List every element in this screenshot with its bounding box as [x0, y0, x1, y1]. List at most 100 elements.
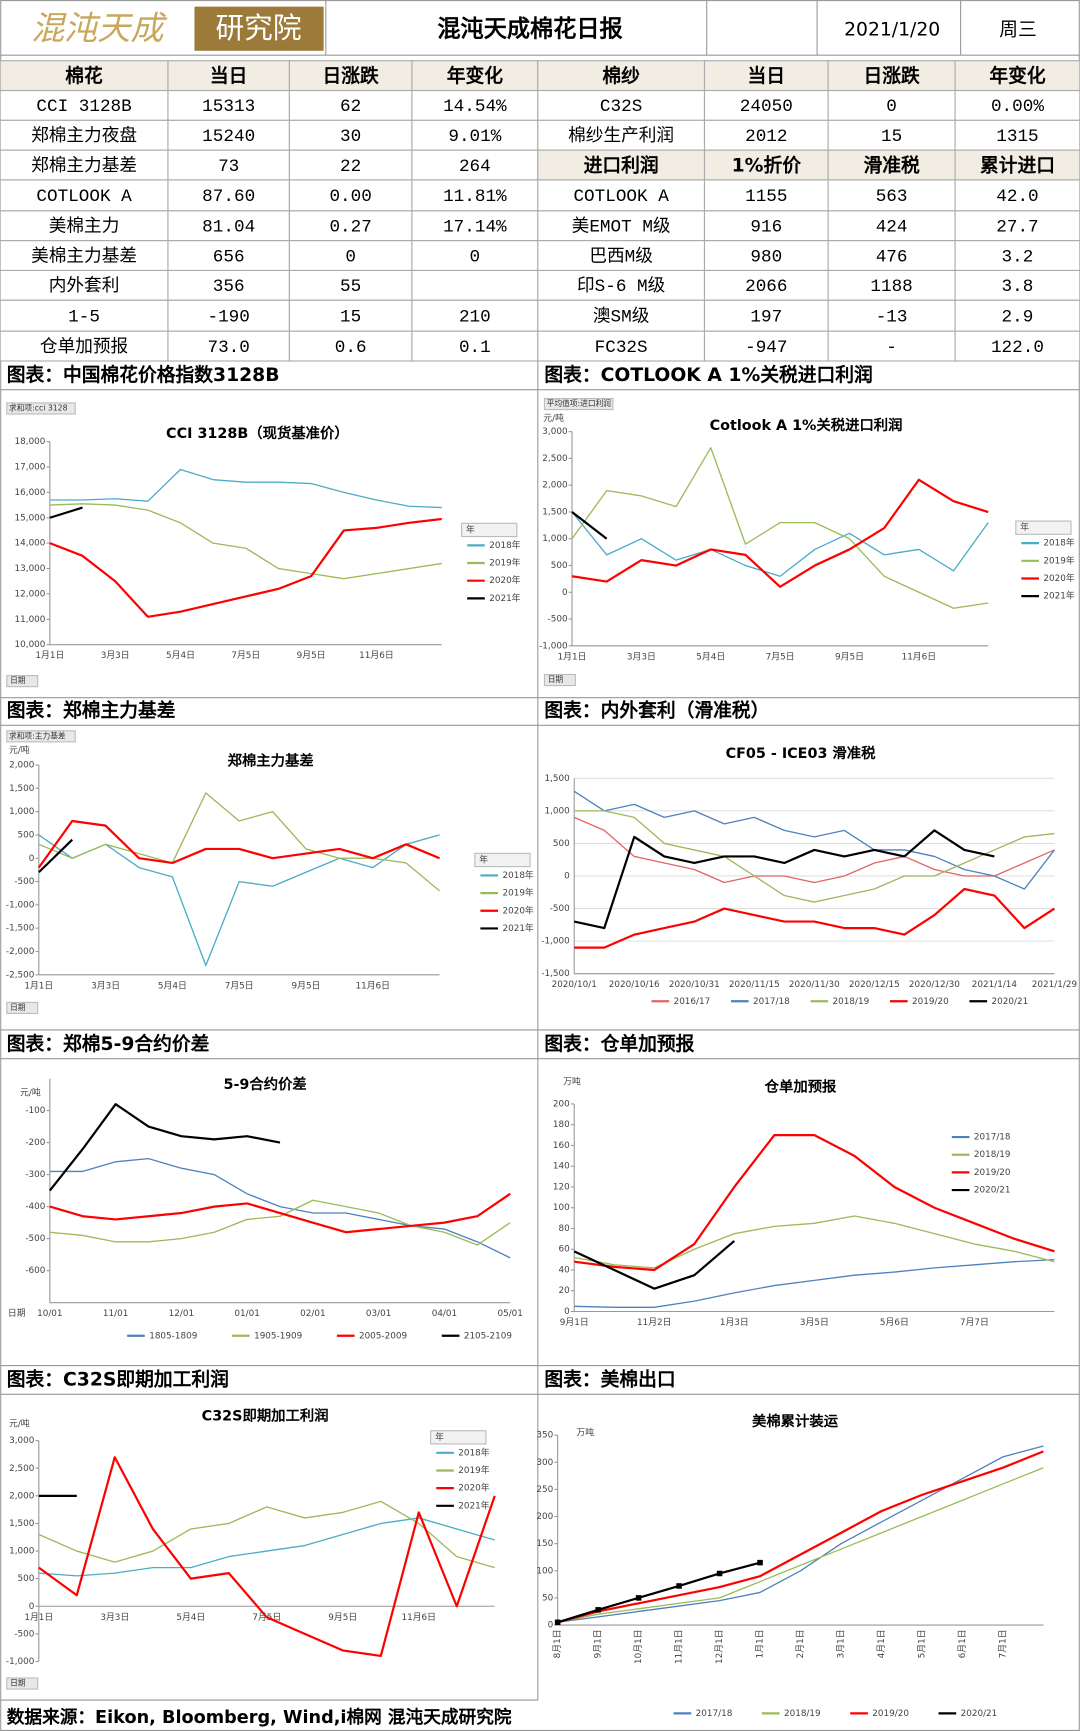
legend-label: 2017/18	[753, 997, 790, 1007]
pivot-tag-text: 求和项:主力基差	[9, 730, 66, 740]
table-cell	[703, 149, 829, 181]
x-tick-label: 1月1日	[35, 650, 64, 661]
table-cell	[703, 330, 829, 362]
table-text: 980	[750, 247, 782, 267]
y-tick-label: 250	[536, 1485, 553, 1495]
legend-label: 2019/20	[872, 1709, 909, 1719]
table-cell	[167, 60, 290, 92]
table-text: 476	[876, 247, 908, 267]
series-line	[574, 1133, 1055, 1272]
y-tick-label: 1,000	[9, 1547, 35, 1557]
table-cell	[288, 179, 413, 212]
logo-box	[194, 6, 324, 51]
field-button	[6, 675, 39, 688]
y-tick-label: 1,500	[9, 784, 35, 794]
y-tick-label: -500	[548, 615, 568, 625]
x-tick-label: 9月5日	[328, 1612, 357, 1623]
legend-title: 年	[435, 1431, 444, 1443]
table-cell	[411, 299, 539, 332]
legend-label: 2020年	[1043, 572, 1074, 584]
series-marker	[716, 1570, 723, 1577]
table-text: 印S-6 M级	[577, 275, 666, 297]
table-text: COTLOOK A	[573, 187, 669, 207]
series-line	[49, 506, 83, 519]
y-tick-label: 17,000	[15, 462, 46, 472]
legend-label: 2018/19	[784, 1709, 821, 1719]
y-tick-label: -500	[25, 1234, 45, 1244]
table-cell	[288, 299, 413, 332]
table-text: 0	[345, 247, 356, 267]
table-text: 656	[213, 247, 245, 267]
table-cell	[954, 269, 1080, 301]
x-tick-label: 11月6日	[355, 980, 390, 991]
table-text: 澳SM级	[593, 306, 650, 328]
panel-heading: 图表：美棉出口	[544, 1367, 675, 1390]
series-line	[49, 1157, 511, 1259]
table-text: 2012	[745, 127, 787, 147]
legend-label: 2019年	[489, 557, 520, 569]
table-text: 1-5	[68, 308, 100, 328]
legend-label: 2017/18	[974, 1133, 1011, 1143]
y-tick-label: 2,000	[9, 761, 35, 771]
table-text: -947	[745, 338, 787, 358]
y-tick-label: 0	[562, 588, 568, 598]
table-text: 1%折价	[732, 155, 802, 177]
chart-title: 5-9合约价差	[223, 1075, 306, 1093]
legend-label: 2020/21	[974, 1186, 1011, 1196]
x-tick-label: 1月1日	[24, 980, 53, 991]
legend-title-box	[474, 852, 531, 868]
table-cell	[411, 149, 539, 181]
series-line	[49, 1199, 511, 1246]
table-text: 22	[340, 157, 361, 177]
table-text: 210	[459, 308, 491, 328]
y-tick-label: 150	[536, 1539, 553, 1549]
table-text: 美EMOT M级	[572, 216, 671, 238]
series-line	[48, 1103, 281, 1192]
table-text: 73	[218, 157, 239, 177]
table-text: 3.8	[1002, 277, 1034, 297]
series-line	[571, 511, 608, 540]
series-line	[574, 1258, 1055, 1308]
table-text: 24050	[740, 97, 793, 117]
x-tick-label: 9月1日	[560, 1317, 589, 1328]
table-text: 棉花	[65, 64, 103, 87]
table-text: -13	[876, 308, 908, 328]
x-tick-label: 2020/10/1	[552, 980, 597, 990]
x-tick-label: 3月3日	[91, 980, 120, 991]
y-tick-label: 160	[553, 1141, 570, 1151]
field-button-text: 日期	[548, 675, 564, 684]
series-marker	[635, 1595, 642, 1601]
series-line	[557, 1467, 1044, 1623]
x-tick-label: 2月1日	[795, 1629, 806, 1658]
table-text: 巴西M级	[589, 245, 653, 267]
y-tick-label: 0	[548, 1621, 554, 1631]
x-tick-label: 2020/10/16	[609, 980, 660, 990]
table-text: 当日	[748, 64, 786, 87]
y-tick-label: 80	[559, 1224, 571, 1234]
table-cell	[537, 269, 706, 301]
y-unit: 万吨	[563, 1075, 581, 1087]
legend-label: 2021年	[458, 1499, 489, 1511]
y-tick-label: 1,500	[9, 1519, 35, 1529]
table-cell	[954, 119, 1080, 151]
table-text: 棉纱	[602, 64, 640, 87]
table-text: 累计进口	[980, 155, 1055, 177]
x-tick-label: 9月5日	[292, 980, 321, 991]
x-tick-label: 12/01	[169, 1309, 194, 1319]
table-text: 197	[750, 308, 782, 328]
weekday: 周三	[999, 19, 1037, 40]
y-tick-label: 11,000	[15, 615, 46, 625]
field-button	[543, 673, 576, 687]
x-tick-label: 7月5日	[225, 980, 254, 991]
table-cell	[703, 240, 829, 272]
legend-label: 2018/19	[974, 1150, 1011, 1160]
x-tick-label: 4月1日	[876, 1629, 887, 1658]
table-cell	[167, 149, 290, 181]
y-tick-label: 2,000	[542, 481, 568, 491]
series-line	[573, 1240, 736, 1290]
y-tick-label: 20	[559, 1286, 571, 1296]
table-cell	[288, 240, 413, 272]
x-tick-label: 03/01	[366, 1309, 391, 1319]
x-tick-label: 11月1日	[674, 1629, 685, 1664]
